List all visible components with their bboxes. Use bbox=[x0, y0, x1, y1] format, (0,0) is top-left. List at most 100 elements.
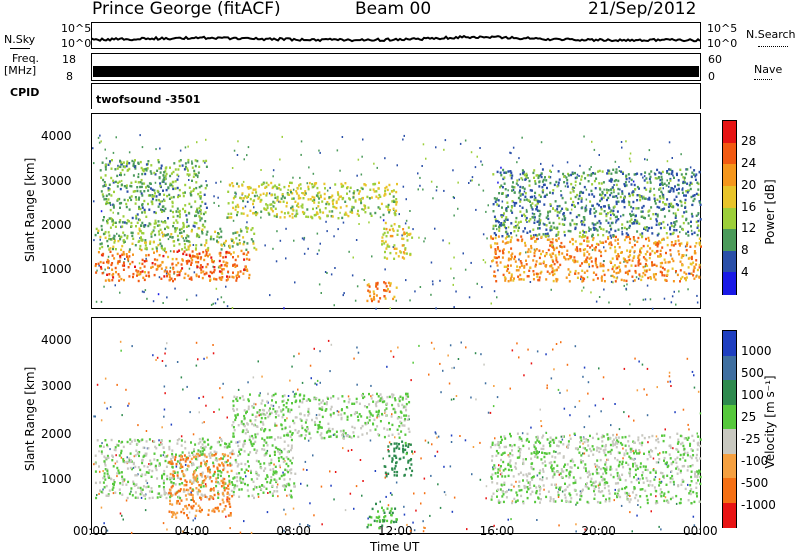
scatter-point bbox=[329, 435, 332, 438]
scatter-point bbox=[682, 180, 685, 184]
scatter-point bbox=[236, 231, 239, 234]
scatter-point bbox=[385, 247, 388, 250]
scatter-point bbox=[111, 488, 114, 491]
scatter-point bbox=[226, 262, 229, 265]
scatter-point bbox=[397, 346, 399, 349]
scatter-point bbox=[691, 370, 694, 373]
scatter-point bbox=[149, 463, 152, 467]
scatter-point bbox=[539, 195, 542, 198]
scatter-point bbox=[395, 247, 398, 250]
scatter-point bbox=[521, 136, 523, 139]
scatter-point bbox=[557, 181, 560, 184]
scatter-point bbox=[197, 449, 200, 452]
scatter-point bbox=[123, 461, 126, 464]
scatter-point bbox=[610, 274, 612, 277]
scatter-point bbox=[102, 261, 105, 264]
scatter-point bbox=[247, 200, 249, 203]
scatter-point bbox=[372, 183, 375, 186]
scatter-point bbox=[261, 484, 264, 487]
scatter-point bbox=[222, 464, 225, 467]
scatter-point bbox=[515, 480, 517, 483]
scatter-point bbox=[259, 193, 262, 197]
scatter-point bbox=[143, 291, 145, 294]
scatter-point bbox=[242, 199, 245, 203]
scatter-point bbox=[391, 190, 394, 193]
scatter-point bbox=[266, 444, 269, 447]
scatter-point bbox=[349, 210, 352, 214]
scatter-point bbox=[140, 489, 143, 492]
scatter-point bbox=[620, 215, 622, 218]
scatter-point bbox=[593, 179, 596, 183]
scatter-point bbox=[525, 218, 527, 222]
scatter-point bbox=[99, 235, 102, 239]
scatter-point bbox=[563, 214, 566, 218]
power-ytick-3000: 3000 bbox=[41, 174, 72, 188]
scatter-point bbox=[682, 187, 684, 190]
scatter-point bbox=[234, 231, 237, 234]
scatter-point bbox=[678, 290, 680, 293]
scatter-point bbox=[167, 272, 170, 275]
scatter-point bbox=[265, 185, 268, 189]
scatter-point bbox=[422, 530, 425, 533]
scatter-point bbox=[430, 180, 433, 183]
scatter-point bbox=[275, 186, 278, 189]
scatter-point bbox=[187, 235, 190, 238]
scatter-point bbox=[697, 224, 700, 227]
scatter-point bbox=[525, 259, 527, 262]
scatter-point bbox=[223, 486, 226, 489]
scatter-point bbox=[169, 492, 172, 495]
scatter-point bbox=[142, 232, 145, 235]
colorbar-segment bbox=[723, 164, 736, 187]
scatter-point bbox=[654, 202, 657, 205]
scatter-point bbox=[103, 216, 105, 219]
scatter-point bbox=[574, 240, 577, 243]
scatter-point bbox=[128, 255, 131, 258]
scatter-point bbox=[182, 458, 185, 461]
scatter-point bbox=[474, 352, 477, 355]
scatter-point bbox=[452, 283, 454, 286]
scatter-point bbox=[319, 208, 321, 212]
scatter-point bbox=[213, 487, 215, 489]
scatter-point bbox=[625, 227, 628, 231]
scatter-point bbox=[307, 427, 309, 431]
scatter-point bbox=[591, 140, 593, 143]
scatter-point bbox=[432, 197, 434, 200]
scatter-point bbox=[174, 493, 177, 496]
scatter-point bbox=[621, 190, 624, 193]
scatter-point bbox=[231, 167, 234, 169]
scatter-point bbox=[507, 518, 509, 521]
scatter-point bbox=[165, 233, 168, 237]
scatter-point bbox=[395, 190, 398, 194]
scatter-point bbox=[524, 227, 526, 230]
scatter-point bbox=[578, 400, 581, 403]
scatter-point bbox=[647, 198, 650, 201]
scatter-point bbox=[251, 191, 254, 194]
scatter-point bbox=[453, 398, 455, 401]
scatter-point bbox=[552, 207, 554, 210]
scatter-point bbox=[397, 255, 400, 258]
scatter-point bbox=[232, 206, 235, 210]
scatter-point bbox=[513, 257, 516, 261]
scatter-point bbox=[128, 167, 131, 171]
scatter-point bbox=[569, 434, 571, 437]
scatter-point bbox=[566, 249, 569, 252]
scatter-point bbox=[650, 170, 653, 173]
scatter-point bbox=[391, 396, 394, 399]
scatter-point bbox=[681, 188, 684, 191]
scatter-point bbox=[259, 200, 262, 203]
scatter-point bbox=[145, 167, 148, 171]
scatter-point bbox=[289, 430, 292, 433]
scatter-point bbox=[505, 216, 508, 219]
scatter-point bbox=[231, 481, 233, 484]
scatter-point bbox=[265, 203, 268, 206]
scatter-point bbox=[283, 212, 286, 215]
scatter-point bbox=[230, 212, 233, 215]
scatter-point bbox=[444, 139, 447, 142]
scatter-point bbox=[182, 388, 184, 391]
scatter-point bbox=[313, 198, 316, 202]
scatter-point bbox=[514, 220, 517, 223]
scatter-point bbox=[101, 193, 104, 196]
scatter-point bbox=[675, 303, 677, 306]
scatter-point bbox=[200, 184, 203, 188]
scatter-point bbox=[106, 260, 108, 264]
